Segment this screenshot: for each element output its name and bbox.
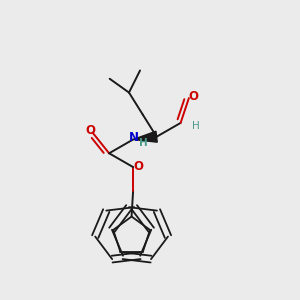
Polygon shape xyxy=(133,131,157,142)
Text: O: O xyxy=(134,160,144,173)
Text: N: N xyxy=(129,131,139,144)
Text: O: O xyxy=(188,90,198,103)
Text: H: H xyxy=(139,137,147,148)
Text: H: H xyxy=(192,121,200,131)
Text: O: O xyxy=(85,124,95,137)
